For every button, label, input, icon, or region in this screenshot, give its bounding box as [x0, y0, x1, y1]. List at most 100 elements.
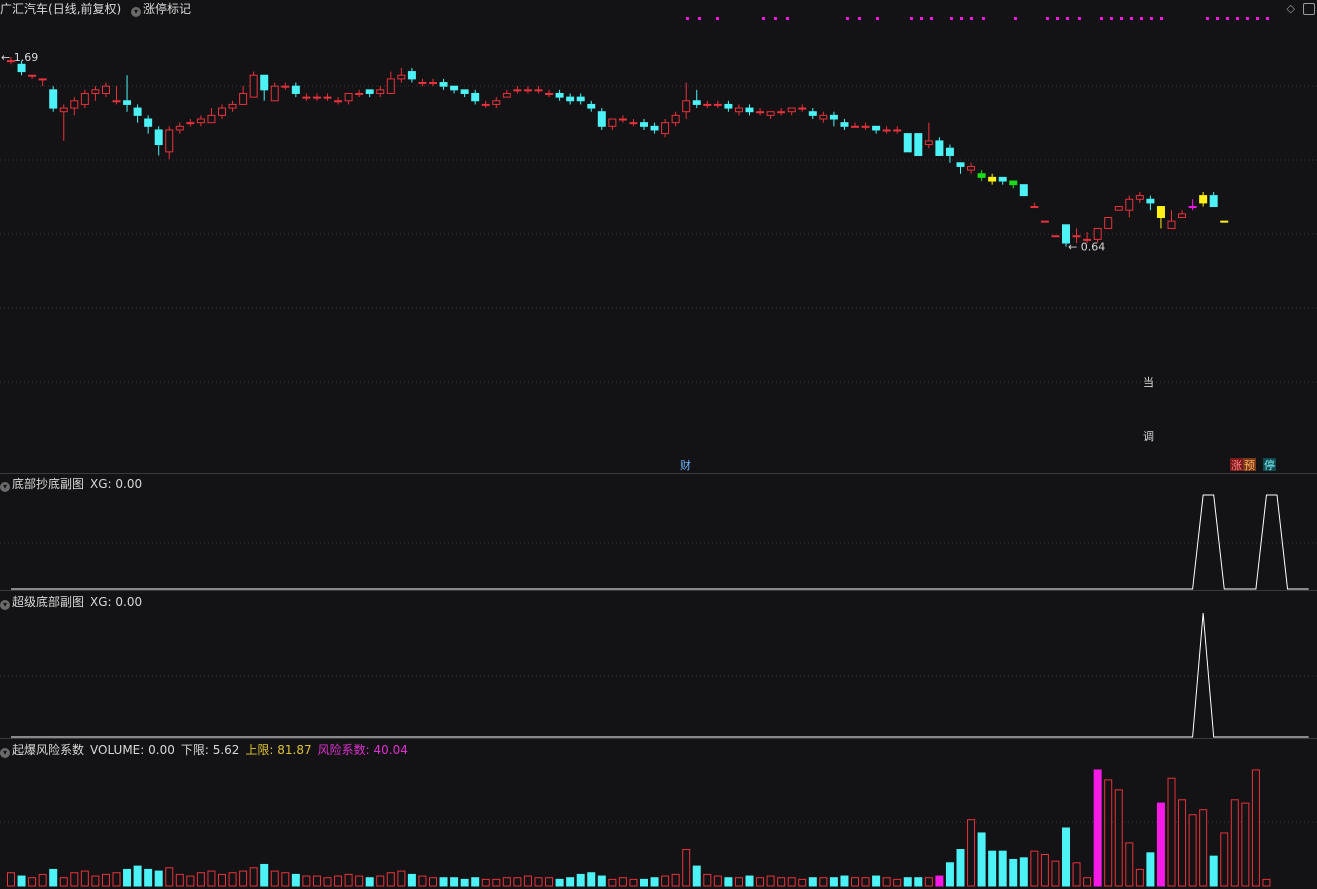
limit-up-marker-dot	[1206, 17, 1209, 20]
volume-readout: VOLUME: 0.00	[90, 743, 175, 757]
candle	[661, 122, 670, 135]
candle	[312, 96, 321, 99]
volume-bar	[1125, 842, 1134, 887]
candle	[1146, 198, 1155, 204]
volume-bar	[59, 877, 68, 887]
candle	[608, 118, 617, 127]
limit-up-marker-dot	[930, 17, 933, 20]
candle	[1114, 206, 1123, 211]
maximize-icon[interactable]	[1303, 3, 1315, 15]
volume-bar	[386, 872, 395, 887]
sub-panel-1-value: XG: 0.00	[90, 477, 143, 491]
volume-bar	[270, 870, 279, 887]
volume-bar	[566, 877, 575, 887]
chevron-down-icon[interactable]: ▾	[0, 748, 10, 758]
volume-bar	[1072, 862, 1081, 887]
candle	[808, 111, 817, 116]
limit-up-marker-dot	[1256, 17, 1259, 20]
candle	[260, 74, 269, 91]
volume-bar	[671, 873, 680, 887]
candle	[38, 78, 47, 81]
chevron-down-icon[interactable]: ▾	[0, 482, 10, 492]
candle	[513, 89, 522, 92]
limit-up-marker-dot	[920, 17, 923, 20]
lower-limit-readout: 下限: 5.62	[180, 743, 240, 757]
candle	[977, 173, 986, 178]
volume-bar	[924, 877, 933, 887]
volume-bar	[207, 870, 216, 887]
volume-bar	[291, 873, 300, 887]
volume-bar	[334, 875, 343, 887]
volume-bar	[608, 878, 617, 887]
volume-bar	[70, 872, 79, 887]
candle	[207, 114, 216, 124]
limit-up-marker-dot	[1046, 17, 1049, 20]
event-tag-cai: 财	[680, 458, 691, 472]
volume-bar	[471, 877, 480, 887]
candle	[334, 100, 343, 103]
volume-bar	[861, 877, 870, 887]
chevron-down-icon[interactable]: ▾	[131, 7, 142, 17]
candle	[218, 107, 226, 116]
sub1-xg-line	[11, 494, 1309, 590]
sub-panel-1-title: 底部抄底副图	[12, 477, 85, 491]
event-tag-zhang-bg	[1230, 458, 1243, 471]
candle	[1188, 206, 1197, 209]
volume-bar	[154, 870, 163, 887]
volume-bar	[112, 872, 121, 887]
limit-up-marker-dot	[786, 17, 789, 20]
candle	[17, 63, 26, 73]
candle	[302, 96, 311, 99]
candle	[481, 103, 490, 106]
upper-limit-readout: 上限: 81.87	[245, 743, 312, 757]
volume-bar	[840, 875, 849, 887]
candle	[1019, 184, 1028, 197]
candle	[851, 125, 859, 128]
candle	[281, 85, 290, 88]
sub-panel-2-header: ▾ 超级底部副图 XG: 0.00	[0, 593, 142, 610]
chevron-down-icon[interactable]: ▾	[0, 600, 10, 610]
volume-bar	[481, 878, 490, 887]
volume-bar	[640, 878, 648, 887]
candle	[703, 103, 712, 106]
candle	[724, 103, 733, 109]
limit-up-marker-dot	[1160, 17, 1163, 20]
candle	[650, 125, 659, 131]
candle	[945, 147, 954, 156]
volume-bar	[1251, 769, 1260, 887]
candle	[439, 82, 448, 87]
volume-bar	[397, 870, 406, 887]
panel-divider	[0, 738, 1317, 739]
volume-bar	[1220, 832, 1229, 887]
volume-bar	[597, 875, 606, 887]
candle	[355, 92, 364, 95]
candle	[756, 111, 765, 114]
candle	[713, 103, 722, 106]
candle	[576, 96, 585, 102]
volume-bar	[28, 877, 37, 887]
diamond-icon[interactable]: ◇	[1286, 2, 1295, 15]
volume-panel-title: 起爆风险系数	[12, 743, 85, 757]
volume-bar	[977, 832, 986, 887]
limit-up-marker-dot	[858, 17, 861, 20]
volume-bar	[460, 878, 469, 887]
candle	[914, 133, 923, 156]
candle	[70, 100, 79, 109]
volume-bar	[1262, 878, 1271, 887]
volume-bar	[1093, 769, 1102, 887]
volume-bar	[1019, 857, 1028, 887]
candle	[502, 92, 511, 98]
limit-up-marker-dot	[1266, 17, 1269, 20]
volume-bar	[312, 875, 321, 887]
volume-bar	[882, 877, 891, 887]
limit-up-marker-dot	[762, 17, 765, 20]
indicator-label[interactable]: 涨停标记	[143, 2, 192, 16]
candle	[323, 96, 332, 99]
candle	[798, 107, 807, 110]
volume-bar	[914, 877, 923, 887]
limit-up-marker-dot	[1130, 17, 1133, 20]
event-tag-zhang: 涨	[1231, 459, 1242, 472]
volume-bar	[175, 873, 184, 887]
candle	[903, 133, 912, 153]
